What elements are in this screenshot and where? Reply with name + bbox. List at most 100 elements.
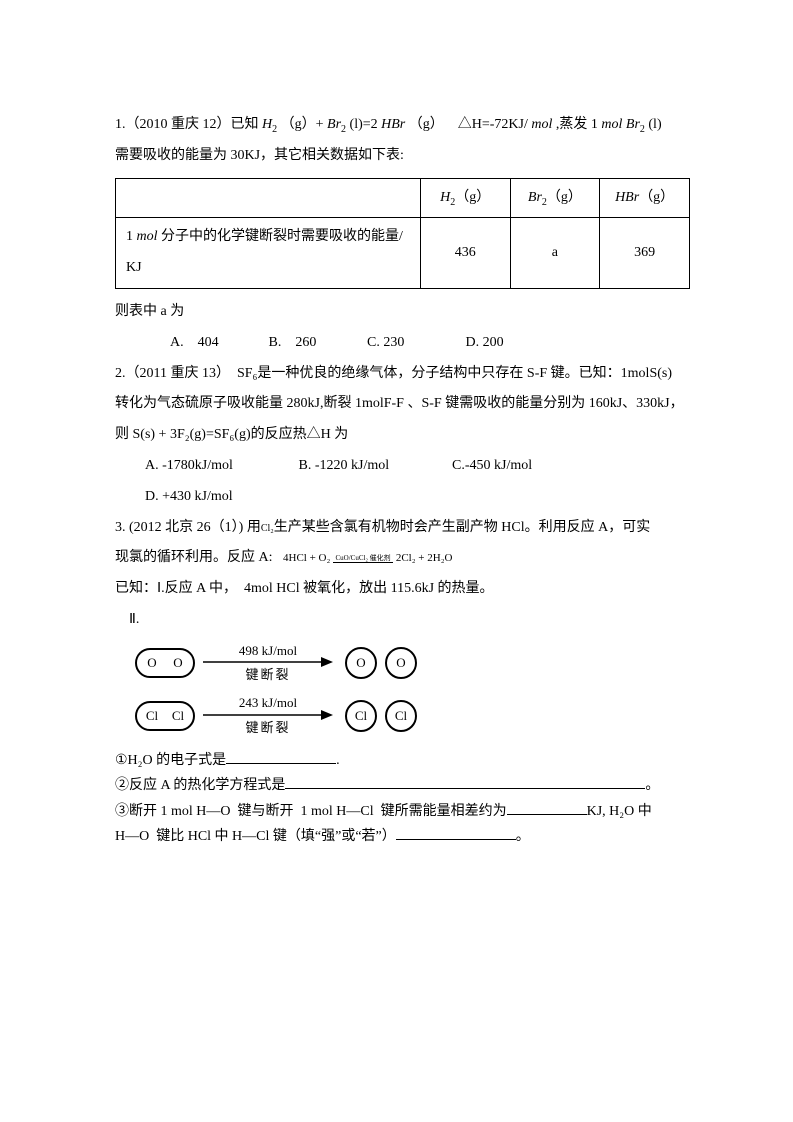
blank-1 xyxy=(226,749,336,764)
q1-brsub2: 2 xyxy=(640,124,645,135)
th-br2-a: Br xyxy=(528,190,542,205)
td-lbl-mol: mol xyxy=(137,229,158,244)
arrow-o: 498 kJ/mol 键断裂 xyxy=(203,644,333,683)
q1-g1: （g）+ xyxy=(281,117,327,132)
o-atom-2: O xyxy=(165,650,191,676)
q1-br2-sub: 2 xyxy=(341,124,346,135)
table-header-row: H2（g） Br2（g） HBr（g） xyxy=(116,178,690,218)
cl-atom-1: Cl xyxy=(139,703,165,729)
q1-h2-sub: 2 xyxy=(272,124,277,135)
o-atom-1: O xyxy=(139,650,165,676)
bond-diagram: O O 498 kJ/mol 键断裂 O O Cl Cl xyxy=(135,644,703,735)
blank-4 xyxy=(396,825,516,840)
td-cell-1: a xyxy=(510,218,600,289)
q1-g2: （g） △H=-72KJ/ xyxy=(409,117,528,132)
q2-line3: 则 S(s) + 3F₂(g)=SF₆(g)的反应热△H 为 xyxy=(115,420,703,451)
q3-sub3b: H—O 键比 HCl 中 H—Cl 键（填“强”或“若”） 。 xyxy=(115,825,703,848)
clcl-pair: Cl Cl xyxy=(135,701,195,731)
q3-sub3-text2: KJ, H₂O 中 xyxy=(587,804,652,819)
arrow-line-icon xyxy=(203,656,333,668)
q1-brl: (l) xyxy=(648,117,661,132)
o-single-1: O xyxy=(345,647,377,679)
th-hbr-a: HBr xyxy=(615,190,639,205)
th-hbr-c: （g） xyxy=(639,190,674,205)
q1-options: A. 404 B. 260 C. 230 D. 200 xyxy=(115,328,703,359)
th-h2-c: （g） xyxy=(455,190,490,205)
q1-prefix: 1.（2010 重庆 12）已知 xyxy=(115,117,259,132)
q1-after-table: 则表中 a 为 xyxy=(115,297,703,328)
td-cell-0: 436 xyxy=(420,218,510,289)
arrow-cl: 243 kJ/mol 键断裂 xyxy=(203,696,333,735)
reaction-arrow-cond: CuO/CuCl₂ 催化剂 xyxy=(333,555,393,563)
q3-sub2-dot: 。 xyxy=(645,778,659,793)
arrow-o-label: 键断裂 xyxy=(245,668,290,682)
q1-line1: 1.（2010 重庆 12）已知 H2 （g）+ Br2 (l)=2 HBr （… xyxy=(115,110,703,141)
q1-h2-sym: H xyxy=(262,117,272,132)
q1-br2-sym: Br xyxy=(327,117,341,132)
q1-table: H2（g） Br2（g） HBr（g） 1 mol 分子中的化学键断裂时需要吸收… xyxy=(115,178,690,289)
q3-line2: 现氯的循环利用。反应 A: 4HCl + O₂ CuO/CuCl₂ 催化剂 2C… xyxy=(115,543,703,574)
q3-line3: 已知：Ⅰ.反应 A 中， 4mol HCl 被氧化，放出 115.6kJ 的热量… xyxy=(115,574,703,605)
question-1: 1.（2010 重庆 12）已知 H2 （g）+ Br2 (l)=2 HBr （… xyxy=(115,110,703,359)
q3-line4: Ⅱ. xyxy=(115,605,703,636)
page-root: 1.（2010 重庆 12）已知 H2 （g）+ Br2 (l)=2 HBr （… xyxy=(0,0,793,849)
q3-sub2-text: ②反应 A 的热化学方程式是 xyxy=(115,778,285,793)
th-blank xyxy=(116,178,421,218)
blank-3 xyxy=(507,800,587,815)
o-single-2: O xyxy=(385,647,417,679)
q2-line1: 2.（2011 重庆 13） SF₆是一种优良的绝缘气体，分子结构中只存在 S-… xyxy=(115,359,703,390)
th-h2-a: H xyxy=(440,190,450,205)
q3-line1b: 生产某些含氯有机物时会产生副产物 HCl。利用反应 A，可实 xyxy=(274,520,650,535)
td-lbl-b: 分子中的化学键断裂时需要吸收的能量/ KJ xyxy=(126,229,403,275)
q2-opt-c: C.-450 kJ/mol xyxy=(452,451,592,482)
question-3: 3. (2012 北京 26（1）) 用Cl₂生产某些含氯有机物时会产生副产物 … xyxy=(115,513,703,849)
q1-l: (l)=2 xyxy=(350,117,382,132)
arrow-cl-label: 键断裂 xyxy=(245,721,290,735)
th-br2-c: （g） xyxy=(547,190,582,205)
q1-opt-d: D. 200 xyxy=(466,328,536,359)
blank-2 xyxy=(285,774,645,789)
question-2: 2.（2011 重庆 13） SF₆是一种优良的绝缘气体，分子结构中只存在 S-… xyxy=(115,359,703,513)
q1-aftmol: ,蒸发 1 xyxy=(556,117,602,132)
q3-subquestions: ①H₂O 的电子式是. ②反应 A 的热化学方程式是。 ③断开 1 mol H—… xyxy=(115,749,703,849)
q3-sub3a: ③断开 1 mol H—O 键与断开 1 mol H—Cl 键所需能量相差约为 K… xyxy=(115,800,703,823)
q1-opt-c: C. 230 xyxy=(367,328,462,359)
th-hbr: HBr（g） xyxy=(600,178,690,218)
arrow-line-icon-2 xyxy=(203,709,333,721)
oo-pair: O O xyxy=(135,648,195,678)
q3-cl2: Cl₂ xyxy=(261,523,274,534)
q3-line1: 3. (2012 北京 26（1）) 用Cl₂生产某些含氯有机物时会产生副产物 … xyxy=(115,513,703,544)
td-label: 1 mol 分子中的化学键断裂时需要吸收的能量/ KJ xyxy=(116,218,421,289)
diagram-row-cl: Cl Cl 243 kJ/mol 键断裂 Cl Cl xyxy=(135,696,703,735)
q3-line1a: 3. (2012 北京 26（1）) 用 xyxy=(115,520,261,535)
q1-hbr: HBr xyxy=(381,117,405,132)
q3-sub3-text1: ③断开 1 mol H—O 键与断开 1 mol H—Cl 键所需能量相差约为 xyxy=(115,804,507,819)
th-br2: Br2（g） xyxy=(510,178,600,218)
q3-reaction: 4HCl + O₂ CuO/CuCl₂ 催化剂 2Cl₂ + 2H₂O xyxy=(283,552,452,564)
q3-rxn-r: 2Cl₂ + 2H₂O xyxy=(396,552,453,564)
q1-line2: 需要吸收的能量为 30KJ，其它相关数据如下表: xyxy=(115,141,703,172)
q1-opt-a: A. 404 xyxy=(170,328,265,359)
q2-options: A. -1780kJ/mol B. -1220 kJ/mol C.-450 kJ… xyxy=(115,451,703,513)
q3-rxn-l: 4HCl + O₂ xyxy=(283,552,330,564)
q2-line2: 转化为气态硫原子吸收能量 280kJ,断裂 1molF-F 、S-F 键需吸收的… xyxy=(115,389,703,420)
q2-opt-a: A. -1780kJ/mol xyxy=(145,451,295,482)
q3-sub1-dot: . xyxy=(336,753,340,768)
q1-molbr: mol Br xyxy=(601,117,640,132)
th-h2: H2（g） xyxy=(420,178,510,218)
q3-sub3-dot: 。 xyxy=(516,829,530,844)
q3-sub1-text: ①H₂O 的电子式是 xyxy=(115,753,226,768)
q3-line2a: 现氯的循环利用。反应 A: xyxy=(115,550,280,565)
td-cell-2: 369 xyxy=(600,218,690,289)
q1-opt-b: B. 260 xyxy=(269,328,364,359)
q2-opt-d: D. +430 kJ/mol xyxy=(145,482,265,513)
diagram-row-o: O O 498 kJ/mol 键断裂 O O xyxy=(135,644,703,683)
q2-opt-b: B. -1220 kJ/mol xyxy=(299,451,449,482)
cl-single-2: Cl xyxy=(385,700,417,732)
q3-sub1: ①H₂O 的电子式是. xyxy=(115,749,703,772)
cl-atom-2: Cl xyxy=(165,703,191,729)
q3-sub3-text3: H—O 键比 HCl 中 H—Cl 键（填“强”或“若”） xyxy=(115,829,396,844)
table-data-row: 1 mol 分子中的化学键断裂时需要吸收的能量/ KJ 436 a 369 xyxy=(116,218,690,289)
td-lbl-a: 1 xyxy=(126,229,137,244)
cl-single-1: Cl xyxy=(345,700,377,732)
